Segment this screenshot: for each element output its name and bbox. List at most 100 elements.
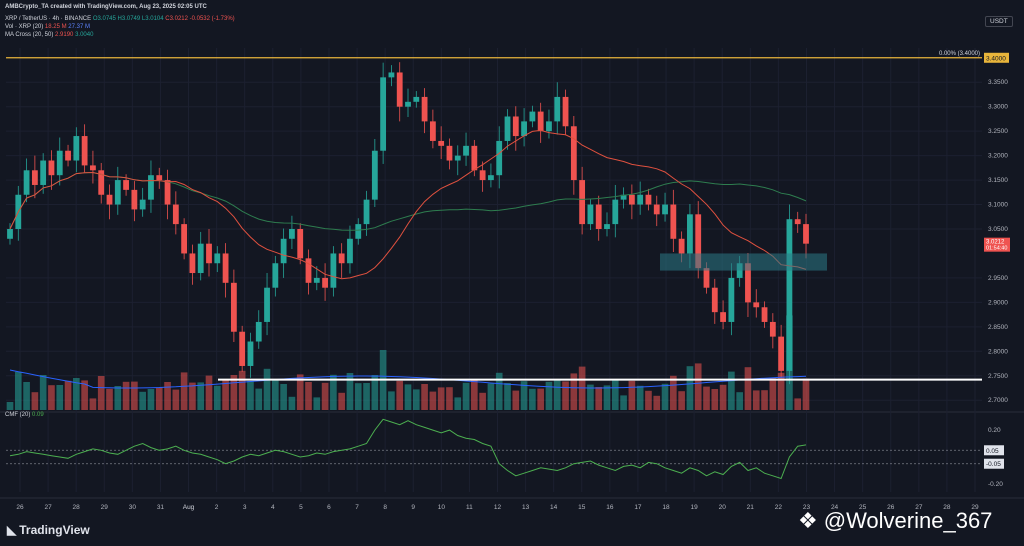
candle-body: [73, 136, 80, 161]
y-tick-label: 2.8000: [988, 348, 1008, 355]
tradingview-brand[interactable]: ◣ TradingView: [7, 523, 90, 537]
candle-body: [289, 229, 295, 239]
cmf-level-tag: [984, 458, 1004, 469]
candle-body: [338, 253, 345, 264]
candle-body: [496, 140, 503, 176]
volume-bar: [412, 389, 420, 410]
x-tick-label: 14: [550, 504, 558, 511]
candle-body: [40, 160, 47, 185]
candle-body: [587, 204, 594, 225]
symbol-ohlc-line: XRP / TetherUS · 4h · BINANCE O3.0745 H3…: [5, 15, 235, 23]
candles: [7, 62, 809, 385]
ma-cross-label: MA Cross (20, 50): [5, 32, 54, 38]
candle-body: [380, 77, 387, 151]
candle-body: [463, 145, 469, 156]
candle-body: [139, 199, 146, 210]
volume-bar: [296, 374, 304, 410]
candle-body: [23, 170, 30, 195]
x-tick-label: 13: [522, 504, 530, 511]
ma20-value: 2.9190: [55, 32, 74, 38]
volume-bar: [520, 381, 528, 410]
candle-body: [454, 155, 461, 161]
candle-body: [239, 331, 246, 366]
volume-bars: [6, 315, 810, 410]
cmf-legend: CMF (20) 0.09: [5, 412, 44, 418]
x-tick-label: 26: [887, 504, 895, 511]
volume-bar: [114, 386, 122, 410]
candle-body: [181, 224, 188, 254]
price-tag-countdown: 01:54:40: [986, 246, 1007, 252]
y-tick-label: 2.8500: [988, 324, 1008, 331]
volume-bar: [23, 382, 30, 410]
candle-body: [247, 341, 254, 366]
volume-bar: [587, 384, 594, 410]
volume-bar: [213, 385, 221, 410]
volume-bar: [263, 368, 271, 410]
ohlc-open: O3.0745: [92, 16, 116, 22]
candle-body: [504, 116, 511, 141]
volume-bar: [620, 395, 627, 410]
volume-bar: [404, 384, 412, 410]
x-tick-label: 7: [355, 504, 359, 511]
volume-bar: [429, 391, 437, 410]
candle-body: [7, 229, 13, 239]
candle-body: [595, 204, 602, 229]
volume-ma-line: [9, 369, 807, 389]
y-tick-label: 3.1500: [988, 177, 1008, 184]
x-tick-label: 29: [101, 504, 109, 511]
volume-bar: [305, 382, 312, 410]
volume-bar: [703, 386, 710, 410]
candle-body: [653, 204, 660, 215]
volume-bar: [97, 376, 105, 410]
y-tick-label: 3.2500: [988, 128, 1008, 135]
cmf-line: [9, 418, 807, 480]
x-tick-label: 29: [971, 504, 979, 511]
ma50-value: 3.0040: [75, 32, 94, 38]
volume-bar: [719, 384, 727, 410]
candle-body: [189, 253, 196, 274]
volume-bar: [777, 372, 785, 410]
x-tick-label: 28: [73, 504, 81, 511]
candle-body: [736, 263, 743, 278]
volume-value: 18.25 M: [44, 24, 67, 30]
candle-body: [662, 204, 668, 215]
volume-bar: [495, 372, 503, 410]
candle-body: [720, 312, 726, 322]
candle-body: [280, 238, 287, 264]
volume-bar: [122, 381, 130, 410]
volume-bar: [471, 380, 478, 410]
candle-body: [711, 287, 718, 313]
volume-bar: [346, 373, 354, 410]
candle-body: [778, 336, 785, 371]
volume-bar: [89, 398, 97, 410]
candle-body: [330, 253, 337, 288]
volume-bar: [545, 381, 553, 410]
ohlc-low: L3.0104: [141, 16, 164, 22]
candle-body: [620, 194, 627, 200]
volume-bar: [197, 382, 205, 410]
volume-bar: [73, 378, 80, 410]
x-tick-label: 10: [438, 504, 446, 511]
binance-square-icon: ❖: [798, 508, 818, 533]
candle-body: [48, 160, 55, 176]
x-tick-label: 20: [719, 504, 727, 511]
currency-badge[interactable]: USDT: [985, 16, 1013, 27]
volume-bar: [180, 372, 188, 410]
x-tick-label: 12: [494, 504, 502, 511]
candle-body: [297, 229, 304, 259]
candle-body: [98, 170, 105, 195]
fib-label: 0.00% (3.4000): [939, 51, 980, 57]
fib-price-tag-label: 3.4000: [986, 55, 1006, 62]
ma-cross-legend: MA Cross (20, 50) 2.9190 3.0040: [5, 31, 93, 39]
candle-body: [446, 145, 453, 161]
candle-body: [305, 258, 312, 283]
volume-bar: [562, 381, 569, 410]
candle-body: [628, 194, 635, 205]
x-tick-label: 17: [634, 504, 642, 511]
volume-bar: [529, 388, 536, 410]
volume-bar: [272, 379, 279, 410]
volume-bar: [321, 382, 329, 410]
x-tick-label: 27: [44, 504, 52, 511]
volume-bar: [56, 385, 64, 410]
